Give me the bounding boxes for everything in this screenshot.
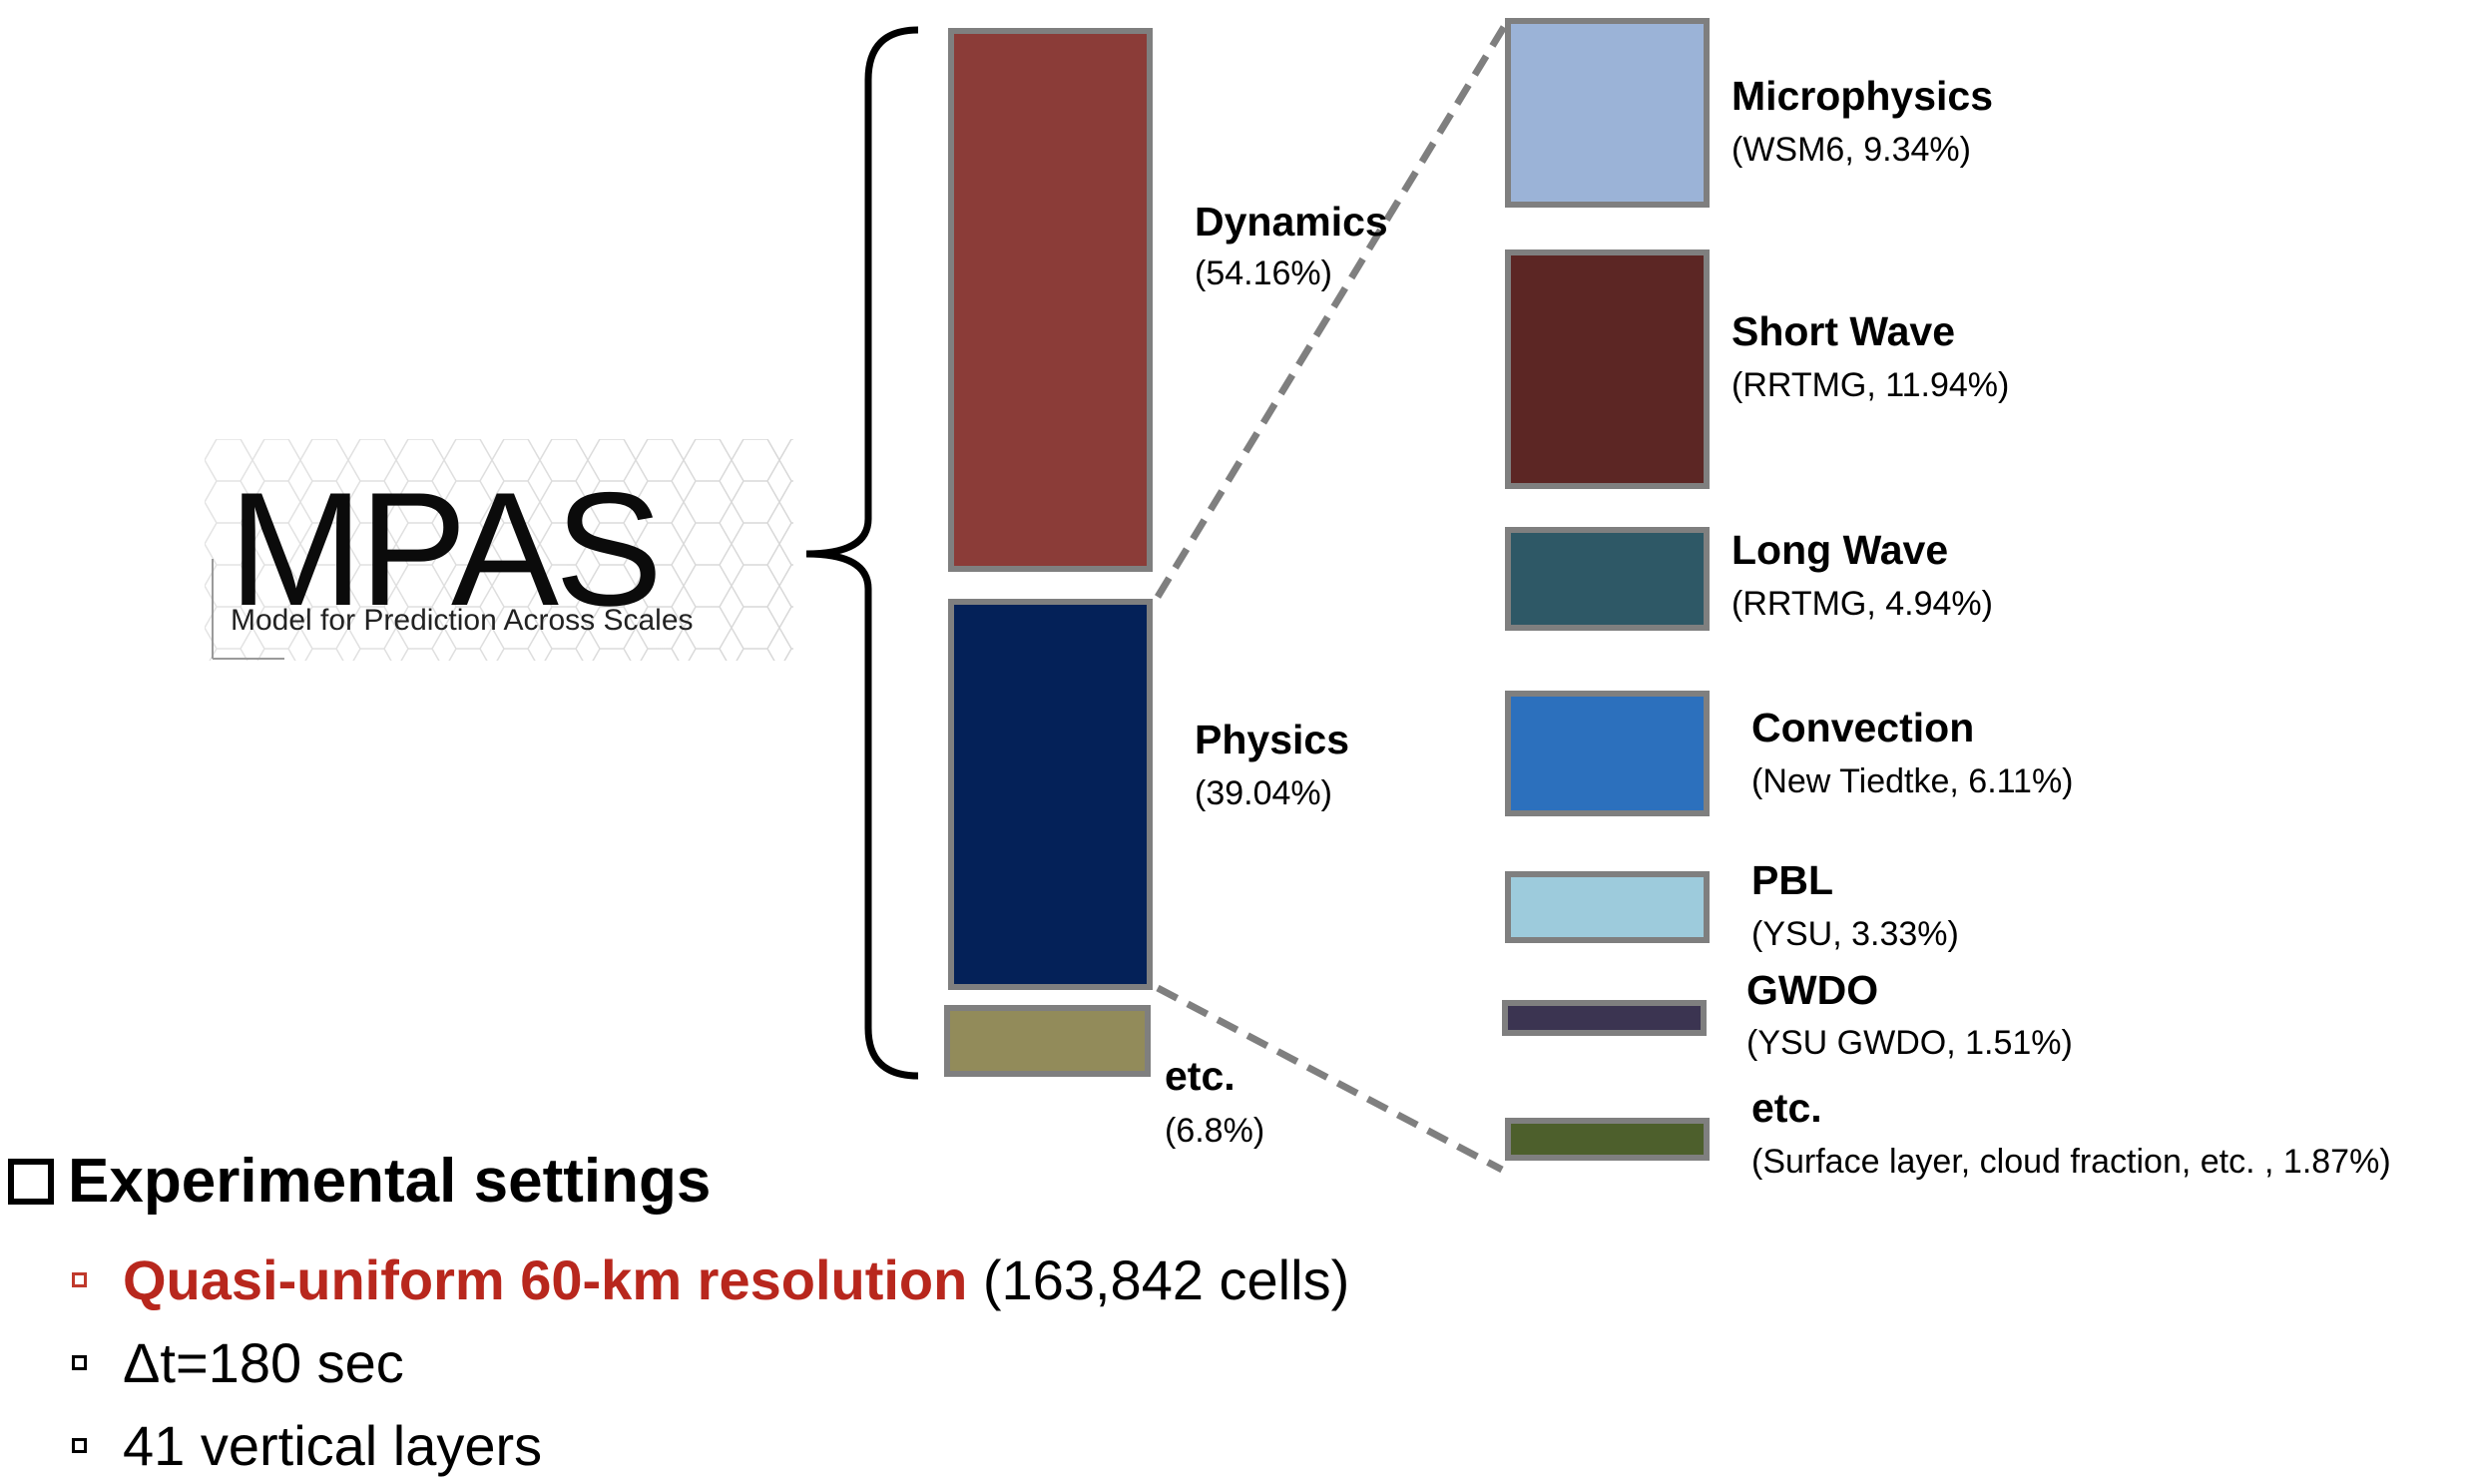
zoom-line-top bbox=[1155, 20, 1510, 599]
gwdo-value: (YSU GWDO, 1.51%) bbox=[1746, 1024, 2073, 1062]
physics-etc-value: (Surface layer, cloud fraction, etc. , 1… bbox=[1751, 1143, 2391, 1181]
physics-box-microphysics bbox=[1505, 18, 1710, 208]
microphysics-value: (WSM6, 9.34%) bbox=[1731, 131, 1971, 169]
physics-box-pbl bbox=[1505, 871, 1710, 943]
settings-item-resolution: Quasi-uniform 60-km resolution (163,842 … bbox=[72, 1247, 1349, 1312]
square-bullet-icon bbox=[72, 1355, 87, 1370]
square-bullet-icon bbox=[72, 1438, 87, 1453]
physics-etc-label: etc. bbox=[1751, 1085, 1822, 1131]
physics-box-short-wave bbox=[1505, 249, 1710, 489]
longwave-label: Long Wave bbox=[1731, 527, 1949, 573]
square-bullet-icon bbox=[72, 1272, 87, 1287]
physics-box-gwdo bbox=[1502, 1000, 1707, 1036]
etc-label: etc. bbox=[1165, 1053, 1235, 1099]
pbl-value: (YSU, 3.33%) bbox=[1751, 915, 1959, 953]
mpas-logo: MPAS Model for Prediction Across Scales bbox=[205, 439, 793, 661]
checkbox-icon bbox=[8, 1158, 54, 1205]
main-bar-etc bbox=[944, 1005, 1151, 1077]
settings-title: Experimental settings bbox=[0, 1146, 711, 1217]
logo-tagline: Model for Prediction Across Scales bbox=[231, 604, 694, 637]
physics-box-long-wave bbox=[1505, 527, 1710, 631]
physics-label: Physics bbox=[1195, 717, 1349, 762]
gwdo-label: GWDO bbox=[1746, 967, 1879, 1013]
settings-item-text: Δt=180 sec bbox=[123, 1331, 404, 1394]
settings-item-timestep: Δt=180 sec bbox=[72, 1330, 404, 1395]
hexagon-grid-background bbox=[205, 439, 793, 661]
zoom-line-bottom bbox=[1156, 984, 1504, 1174]
longwave-value: (RRTMG, 4.94%) bbox=[1731, 585, 1993, 623]
etc-value: (6.8%) bbox=[1165, 1112, 1265, 1150]
physics-box-convection bbox=[1505, 691, 1710, 816]
convection-label: Convection bbox=[1751, 705, 1975, 750]
main-bar-physics bbox=[948, 599, 1153, 990]
physics-box-etc bbox=[1505, 1118, 1710, 1161]
shortwave-value: (RRTMG, 11.94%) bbox=[1731, 366, 2010, 404]
dynamics-label: Dynamics bbox=[1195, 199, 1388, 245]
microphysics-label: Microphysics bbox=[1731, 73, 1994, 119]
settings-item-layers: 41 vertical layers bbox=[72, 1413, 542, 1478]
pbl-label: PBL bbox=[1751, 857, 1833, 903]
convection-value: (New Tiedtke, 6.11%) bbox=[1751, 762, 2074, 800]
main-bar-dynamics bbox=[948, 28, 1153, 572]
physics-value: (39.04%) bbox=[1195, 774, 1332, 812]
curly-brace bbox=[805, 26, 919, 1080]
logo-wordmark: MPAS bbox=[229, 459, 663, 640]
settings-title-text: Experimental settings bbox=[68, 1147, 712, 1216]
settings-item-text: (163,842 cells) bbox=[967, 1248, 1350, 1311]
shortwave-label: Short Wave bbox=[1731, 308, 1956, 354]
dynamics-value: (54.16%) bbox=[1195, 254, 1332, 292]
settings-item-text: 41 vertical layers bbox=[123, 1414, 543, 1477]
settings-item-highlight: Quasi-uniform 60-km resolution bbox=[123, 1248, 968, 1311]
